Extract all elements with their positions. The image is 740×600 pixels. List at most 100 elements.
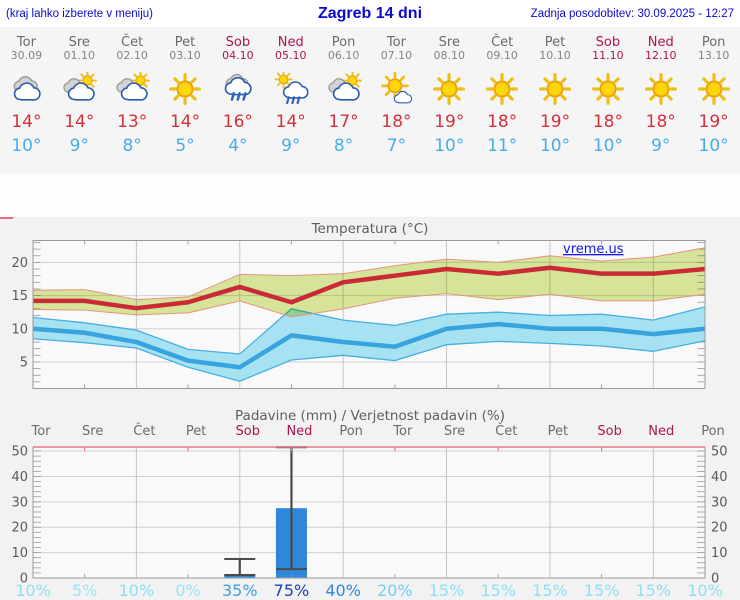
precip-day-label: Pet (185, 424, 207, 439)
day-date: 06.10 (327, 49, 360, 62)
day-name: Sre (438, 35, 460, 50)
temp-high: 14° (169, 112, 201, 132)
weather-icon-sunny (590, 72, 626, 106)
day-name: Sob (595, 35, 621, 50)
tmin-line (32, 321, 706, 370)
precip-probability-value: 35% (221, 581, 258, 600)
day-date: 12.10 (644, 49, 677, 62)
day-name: Ned (647, 35, 674, 50)
weather-icon-partly-cloudy (61, 72, 97, 106)
precip-probability-row: 10% 5% 10% 0% 35% 75% 40% 20% 15% 15% 15% 15% 15% 10% (0, 581, 740, 600)
forecast-day-column: Tor 07.10 18° 7° (370, 27, 423, 173)
spacer (0, 173, 740, 217)
precip-day-label: Sob (597, 424, 622, 439)
temp-low: 10° (592, 136, 623, 156)
temp-high: 19° (698, 112, 729, 132)
precip-day-label: Ned (648, 424, 675, 439)
day-date: 03.10 (169, 49, 201, 62)
temp-low: 4° (228, 136, 248, 156)
precip-probability-value: 20% (377, 581, 413, 600)
forecast-day-column: Tor 30.09 14° 10° (0, 27, 53, 173)
forecast-day-column: Čet 09.10 18° 11° (476, 27, 529, 173)
weather-icon-partly-cloudy (114, 72, 150, 106)
precip-probability-value: 15% (583, 581, 620, 600)
top-bar: (kraj lahko izberete v meniju) Zagreb 14… (0, 0, 740, 27)
svg-text:20: 20 (11, 256, 28, 271)
precip-probability-value: 15% (480, 581, 516, 600)
precip-day-label: Sre (82, 424, 104, 439)
day-name: Pon (701, 35, 726, 50)
weather-icon-sunny (431, 72, 467, 106)
precip-day-label: Pet (547, 424, 569, 439)
day-date: 30.09 (10, 49, 43, 62)
svg-text:20: 20 (11, 521, 28, 536)
forecast-day-column: Sre 08.10 19° 10° (423, 27, 476, 173)
svg-text:40: 40 (11, 470, 28, 485)
day-name: Pon (331, 35, 356, 50)
svg-text:40: 40 (711, 470, 728, 485)
day-date: 10.10 (539, 49, 571, 62)
forecast-day-column: Ned 05.10 14° 9° (264, 27, 317, 173)
forecast-day-column: Pon 06.10 17° 8° (317, 27, 370, 173)
temperature-chart-title: Temperatura (°C) (311, 221, 429, 237)
temp-high: 18° (381, 112, 412, 132)
page-title: Zagreb 14 dni (317, 4, 423, 22)
svg-text:5: 5 (20, 355, 28, 370)
temp-low: 10° (11, 136, 42, 156)
temp-low: 10° (539, 136, 571, 156)
day-date: 09.10 (486, 49, 518, 62)
day-date: 02.10 (116, 49, 148, 62)
day-date: 13.10 (697, 49, 730, 62)
svg-text:0: 0 (711, 572, 719, 584)
day-name: Čet (121, 35, 144, 50)
temp-high: 14° (275, 112, 306, 132)
day-name: Pet (544, 35, 566, 50)
temp-high: 13° (117, 112, 148, 132)
weather-icon-rain (220, 72, 256, 106)
temp-low: 5° (175, 136, 195, 156)
precip-probability-value: 10% (118, 581, 155, 600)
weather-icon-cloudy (8, 72, 44, 106)
precip-probability-value: 0% (175, 581, 201, 600)
precip-bar (224, 574, 256, 578)
temp-high: 14° (64, 112, 95, 132)
temp-low: 8° (122, 136, 142, 156)
svg-text:0: 0 (20, 572, 28, 584)
precip-probability-value: 10% (15, 581, 51, 600)
temp-low: 9° (651, 136, 671, 156)
precip-probability-value: 5% (71, 581, 98, 600)
weather-icon-sunny (696, 72, 732, 106)
tmax-line (33, 265, 706, 311)
precip-day-label: Čet (133, 424, 156, 439)
forecast-day-column: Sob 11.10 18° 10° (581, 27, 634, 173)
svg-text:30: 30 (11, 495, 28, 510)
precip-probability-value: 10% (687, 581, 723, 600)
weather-icon-partly-cloudy (326, 72, 362, 106)
temp-low: 11° (487, 136, 518, 156)
precip-probability-value: 15% (635, 581, 672, 600)
day-date: 11.10 (592, 49, 624, 62)
precip-probability-value: 75% (273, 581, 310, 600)
day-name: Tor (386, 35, 406, 50)
temp-high: 18° (487, 112, 518, 132)
temp-low: 10° (434, 136, 465, 156)
forecast-day-column: Pet 10.10 19° 10° (529, 27, 582, 173)
weather-icon-sunny (537, 72, 573, 106)
forecast-day-column: Pon 13.10 19° 10° (687, 27, 740, 173)
precip-day-label: Sob (235, 424, 260, 439)
precip-day-label: Pon (339, 424, 363, 439)
precip-day-label: Pon (701, 424, 725, 439)
pink-edge-dash (0, 217, 13, 219)
temp-low: 10° (698, 136, 729, 156)
precip-day-label: Čet (495, 424, 518, 439)
temp-high: 18° (645, 112, 676, 132)
vreme-us-watermark-link[interactable]: vreme.us (563, 242, 624, 257)
svg-text:20: 20 (711, 521, 728, 536)
day-date: 08.10 (433, 49, 466, 62)
forecast-day-column: Sob 04.10 16° 4° (211, 27, 264, 173)
temp-low: 8° (333, 136, 354, 156)
day-date: 01.10 (63, 49, 96, 62)
svg-text:15: 15 (11, 289, 28, 304)
precip-day-label: Ned (286, 424, 313, 439)
